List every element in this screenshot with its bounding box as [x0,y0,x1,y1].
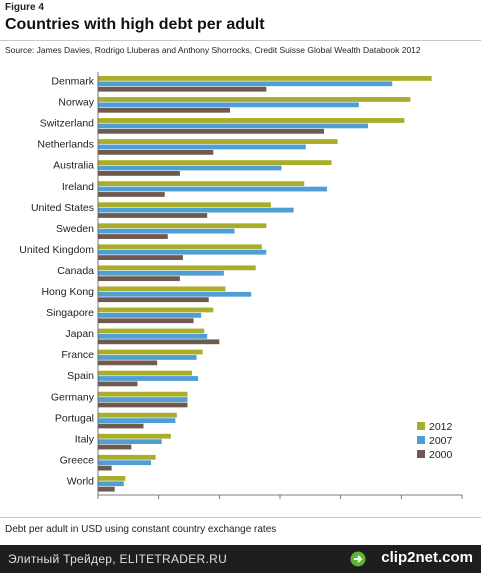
bar-italy-2012 [98,433,171,439]
bar-spain-2012 [98,370,193,376]
category-label-norway: Norway [58,97,94,109]
bar-singapore-2000 [98,318,194,324]
bar-france-2000 [98,360,158,366]
bar-greece-2000 [98,465,112,471]
bar-france-2012 [98,349,203,355]
bar-world-2012 [98,475,126,481]
bar-sweden-2012 [98,223,267,229]
bar-ireland-2007 [98,186,328,192]
bar-ireland-2012 [98,181,305,187]
bar-norway-2012 [98,97,411,102]
bar-denmark-2007 [98,81,393,87]
bar-hong-kong-2012 [98,286,226,292]
bar-switzerland-2012 [98,118,405,123]
category-label-hong-kong: Hong Kong [41,286,94,298]
bar-hong-kong-2007 [98,291,252,297]
bar-japan-2000 [98,339,220,345]
bar-sweden-2000 [98,234,168,239]
category-label-spain: Spain [67,370,94,382]
arrow-logo-icon [350,551,366,567]
legend-swatch-2007 [417,436,425,444]
bar-switzerland-2007 [98,123,368,129]
top-divider [0,40,481,41]
category-label-japan: Japan [65,328,94,340]
bar-spain-2000 [98,381,138,387]
category-label-singapore: Singapore [46,307,94,319]
category-label-united-states: United States [31,202,94,214]
bar-japan-2012 [98,328,205,334]
legend-swatch-2012 [417,422,425,430]
bar-united-kingdom-2007 [98,249,267,255]
bar-norway-2000 [98,107,230,113]
bar-singapore-2007 [98,312,202,318]
legend-label-2012: 2012 [429,421,453,433]
bar-greece-2012 [98,454,156,460]
footer-bar: Элитный Трейдер, ELITETRADER.RU clip2net… [0,545,481,573]
bar-germany-2000 [98,402,188,408]
bar-chart: Denmark Norway Switzerland Netherlands Austr… [19,72,463,499]
category-label-portugal: Portugal [55,412,94,424]
bar-portugal-2007 [98,418,176,423]
category-label-australia: Australia [53,160,94,172]
bar-denmark-2000 [98,86,267,92]
bar-italy-2000 [98,444,132,450]
bar-spain-2007 [98,376,199,381]
category-label-greece: Greece [60,454,95,466]
bar-united-states-2007 [98,207,294,213]
bar-hong-kong-2000 [98,297,209,303]
category-label-ireland: Ireland [62,181,94,193]
bar-canada-2000 [98,276,180,282]
category-label-canada: Canada [57,265,94,277]
bar-united-states-2012 [98,202,271,208]
bar-ireland-2000 [98,192,165,197]
brand-logo[interactable]: clip2net.com [381,549,473,566]
bar-united-kingdom-2012 [98,244,262,250]
bar-australia-2012 [98,160,332,165]
bar-norway-2007 [98,102,359,108]
category-label-united-kingdom: United Kingdom [19,244,94,256]
bar-netherlands-2012 [98,139,338,144]
bar-sweden-2007 [98,228,235,234]
category-label-switzerland: Switzerland [40,118,94,130]
category-label-italy: Italy [75,433,95,445]
legend-label-2000: 2000 [429,449,453,461]
bar-australia-2000 [98,171,180,176]
bar-netherlands-2000 [98,149,214,155]
bar-world-2000 [98,486,115,492]
bar-germany-2007 [98,397,188,402]
bar-united-kingdom-2000 [98,255,183,260]
category-label-denmark: Denmark [51,76,94,88]
bar-netherlands-2007 [98,144,306,150]
bar-japan-2007 [98,334,208,339]
chart-title: Countries with high debt per adult [5,16,265,33]
bar-canada-2012 [98,265,256,271]
bar-germany-2012 [98,391,188,397]
source-note: Source: James Davies, Rodrigo Lluberas a… [5,45,421,55]
chart-caption: Debt per adult in USD using constant cou… [5,524,277,535]
bar-portugal-2000 [98,423,144,429]
bar-australia-2007 [98,165,282,171]
bar-united-states-2000 [98,213,208,218]
bar-canada-2007 [98,270,224,276]
category-label-germany: Germany [51,391,95,403]
figure-label: Figure 4 [5,2,44,13]
legend-label-2007: 2007 [429,435,453,447]
bar-portugal-2012 [98,412,177,418]
bar-world-2007 [98,481,124,487]
bar-greece-2007 [98,460,152,466]
legend-swatch-2000 [417,450,425,458]
bar-france-2007 [98,355,197,360]
category-label-world: World [67,475,94,487]
caption-divider [0,517,481,518]
footer-site-text: Элитный Трейдер, ELITETRADER.RU [8,552,228,566]
bar-switzerland-2000 [98,128,324,134]
category-label-netherlands: Netherlands [37,139,94,151]
bar-singapore-2012 [98,307,214,313]
bar-italy-2007 [98,439,162,445]
category-label-france: France [61,349,94,361]
bar-denmark-2012 [98,76,432,81]
category-label-sweden: Sweden [56,223,94,235]
